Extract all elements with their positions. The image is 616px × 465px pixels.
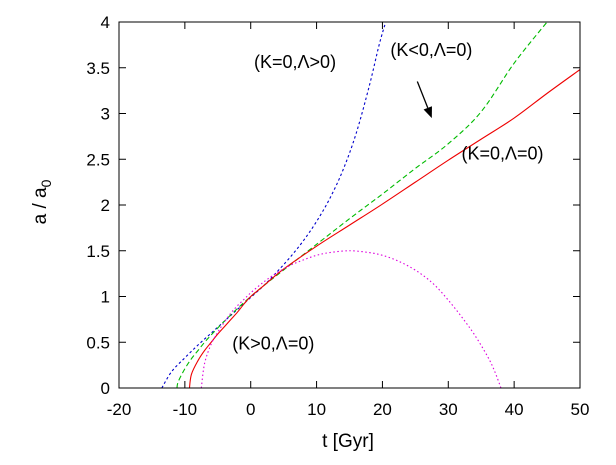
y-axis-label-subscript: 0: [38, 179, 54, 187]
x-tick-label: -20: [107, 400, 132, 419]
x-tick-label: 20: [373, 400, 392, 419]
series-line-1: [176, 22, 548, 388]
y-tick-label: 1: [101, 288, 110, 307]
y-axis-label: a / a0: [30, 179, 54, 224]
annotation-0: (K=0,Λ>0): [254, 52, 336, 72]
y-tick-label: 1.5: [86, 242, 110, 261]
x-tick-label: 40: [505, 400, 524, 419]
series-line-2: [188, 69, 580, 388]
x-tick-label: 30: [439, 400, 458, 419]
y-tick-label: 0.5: [86, 333, 110, 352]
y-tick-label: 3.5: [86, 59, 110, 78]
arrow-head: [423, 106, 432, 119]
x-tick-label: -10: [173, 400, 198, 419]
annotation-1: (K<0,Λ=0): [390, 40, 472, 60]
y-axis-label-main: a / a: [30, 187, 51, 224]
arrow-shaft: [416, 81, 429, 109]
x-axis-label: t [Gyr]: [322, 431, 374, 452]
y-tick-label: 0: [101, 379, 110, 398]
y-tick-label: 2.5: [86, 150, 110, 169]
arrow-layer: [416, 81, 432, 119]
series-line-0: [161, 22, 387, 388]
annotation-layer: (K=0,Λ>0) (K<0,Λ=0) (K=0,Λ=0) (K>0,Λ=0): [232, 40, 543, 354]
plot-frame: [118, 21, 581, 389]
series-line-3: [200, 250, 502, 388]
annotation-2: (K=0,Λ=0): [461, 143, 543, 163]
x-tick-label: 0: [246, 400, 255, 419]
x-tick-label: 50: [571, 400, 590, 419]
series-layer: [161, 22, 580, 388]
annotation-3: (K>0,Λ=0): [232, 334, 314, 354]
x-tick-label: 10: [307, 400, 326, 419]
ticks-layer: -20 -10 0 10 20 30 40 50 0 0.5 1 1.5 2 2.5 3 3.5 4: [86, 13, 589, 419]
y-tick-label: 2: [101, 196, 110, 215]
y-tick-label: 4: [101, 13, 110, 32]
y-tick-label: 3: [101, 105, 110, 124]
